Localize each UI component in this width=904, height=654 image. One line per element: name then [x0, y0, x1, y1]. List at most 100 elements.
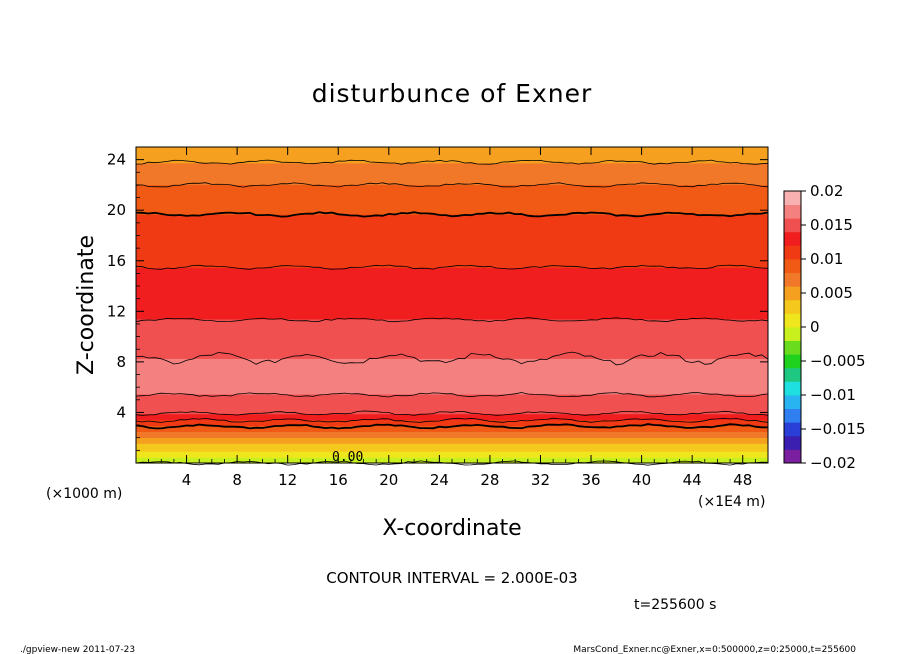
contour-band	[136, 200, 768, 203]
y-axis-label: Z-coordinate	[74, 235, 99, 375]
colorbar-swatch	[784, 259, 801, 273]
contour-line	[135, 182, 769, 188]
contour-band	[136, 253, 768, 257]
contour-band	[136, 168, 768, 172]
contour-band	[136, 293, 768, 296]
contour-band	[136, 176, 768, 180]
contour-band	[136, 447, 768, 450]
colorbar-tick-label: 0.02	[810, 182, 843, 200]
contour-line	[135, 410, 769, 416]
colorbar-swatch	[784, 313, 801, 328]
contour-band	[136, 407, 768, 411]
colorbar-swatch	[784, 422, 801, 437]
contour-band	[136, 239, 768, 243]
contour-band	[136, 387, 768, 391]
contour-band	[136, 330, 768, 334]
contour-band	[136, 308, 768, 312]
contour-band	[136, 342, 768, 346]
contour-band	[136, 190, 768, 194]
contour-band	[136, 401, 768, 405]
contour-band	[136, 180, 768, 184]
contour-band	[136, 346, 768, 350]
y-tick-label: 8	[116, 353, 126, 371]
contour-line	[135, 392, 769, 398]
contour-band	[136, 455, 768, 458]
contour-band	[136, 326, 768, 330]
contour-band	[136, 340, 768, 344]
contour-band	[136, 295, 768, 298]
colorbar-swatch	[784, 449, 801, 464]
contour-band	[136, 279, 768, 282]
contour-line	[135, 423, 769, 430]
contour-band	[136, 170, 768, 174]
contour-band	[136, 222, 768, 225]
colorbar-tick-label: 0.015	[810, 216, 853, 234]
contour-band	[136, 385, 768, 389]
contour-band	[136, 328, 768, 332]
contour-band	[136, 285, 768, 288]
contour-band	[136, 255, 768, 259]
contour-band	[136, 247, 768, 251]
contour-band	[136, 453, 768, 456]
contour-band	[136, 389, 768, 393]
x-axis-label: X-coordinate	[382, 516, 521, 541]
contour-band	[136, 382, 768, 385]
contour-band	[136, 451, 768, 454]
contour-band	[136, 445, 768, 448]
contour-zero-label: 0.00	[332, 450, 363, 465]
time-label: t=255600 s	[634, 597, 716, 613]
contour-band	[136, 297, 768, 300]
y-tick-label: 16	[107, 252, 126, 270]
contour-band	[136, 350, 768, 353]
footer-left: ./gpview-new 2011-07-23	[20, 645, 135, 654]
contour-band	[136, 395, 768, 399]
contour-band	[136, 206, 768, 209]
contour-band	[136, 291, 768, 294]
contour-band	[136, 188, 768, 192]
contour-band	[136, 184, 768, 188]
x-axis-ticks: 4 8 12 16 20 24 28 32 36 40 44 48	[148, 147, 756, 489]
contour-band	[136, 257, 768, 261]
contour-band	[136, 415, 768, 419]
contour-band	[136, 393, 768, 397]
y-tick-label: 12	[107, 302, 126, 320]
colorbar-swatch	[784, 231, 801, 246]
contour-band	[136, 301, 768, 304]
contour-band	[136, 348, 768, 352]
contour-band	[136, 218, 768, 221]
x-tick-label: 8	[232, 471, 242, 489]
contour-line	[135, 159, 769, 165]
contour-band	[136, 208, 768, 211]
colorbar-tick-label: −0.005	[810, 352, 866, 370]
contour-band	[136, 427, 768, 431]
contour-band	[136, 358, 768, 361]
contour-band	[136, 148, 768, 152]
contour-band	[136, 384, 768, 387]
contour-band	[136, 429, 768, 432]
contour-band	[136, 261, 768, 265]
contour-band	[136, 303, 768, 306]
contour-band	[136, 269, 768, 273]
contour-band	[136, 409, 768, 413]
x-tick-label: 40	[632, 471, 651, 489]
contour-band	[136, 198, 768, 201]
contour-band	[136, 441, 768, 444]
contour-band	[136, 364, 768, 367]
contour-band	[136, 360, 768, 363]
contour-band	[136, 332, 768, 336]
contour-band	[136, 443, 768, 446]
contour-band	[136, 310, 768, 314]
colorbar-swatch	[784, 354, 801, 369]
contour-band	[136, 241, 768, 245]
colorbar-swatch	[784, 381, 801, 396]
x-tick-label: 36	[581, 471, 600, 489]
contour-band	[136, 283, 768, 286]
contour-band	[136, 271, 768, 274]
contour-band	[136, 320, 768, 324]
x-tick-label: 20	[379, 471, 398, 489]
contour-band	[136, 249, 768, 253]
x-unit-right: (×1E4 m)	[698, 494, 765, 510]
contour-band	[136, 186, 768, 190]
contour-band	[136, 362, 768, 365]
